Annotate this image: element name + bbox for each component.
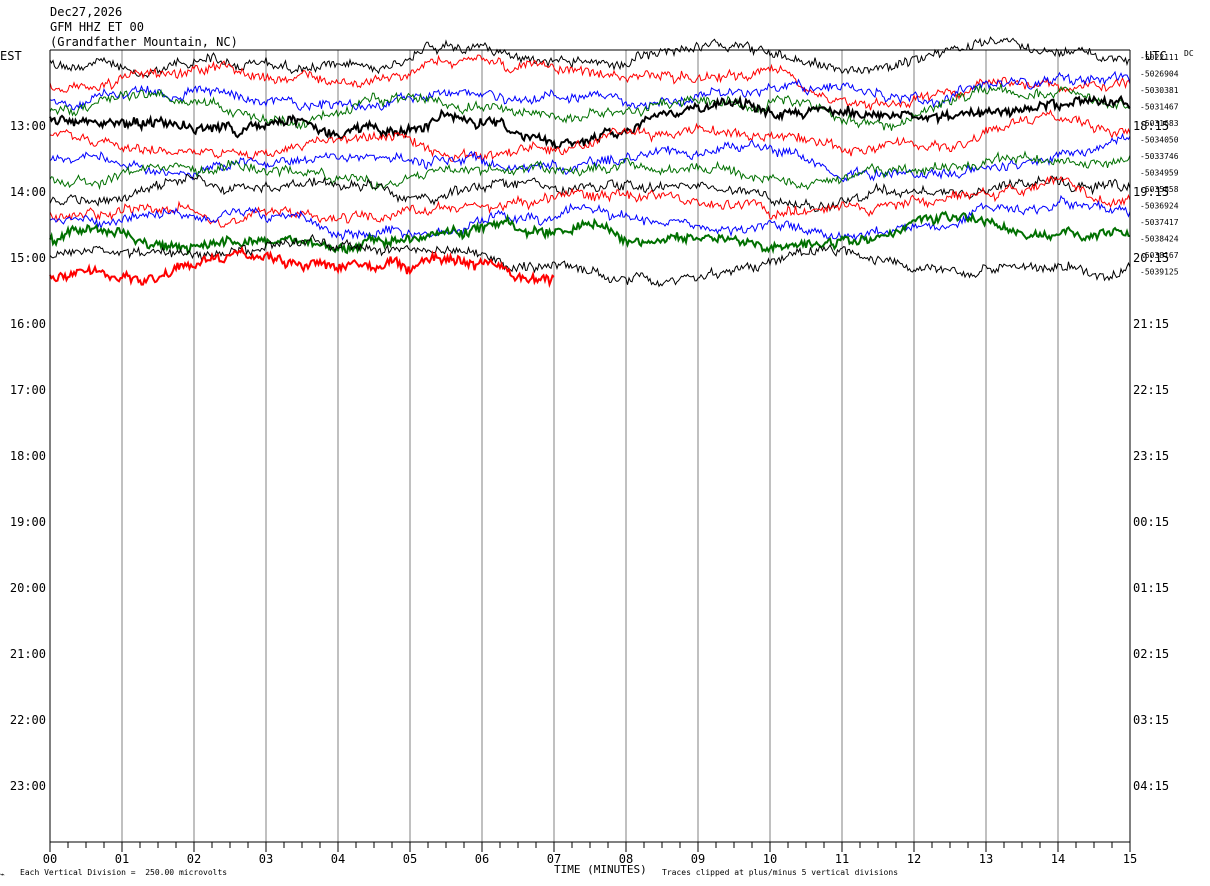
x-tick-label: 13 <box>979 852 993 866</box>
est-hour-label: 13:00 <box>10 119 46 133</box>
seismic-trace-red <box>49 54 1131 111</box>
dc-offset-label: -5035858 <box>1140 185 1179 194</box>
utc-hour-label: 02:15 <box>1133 647 1169 661</box>
utc-hour-label: 19:15 <box>1133 185 1169 199</box>
dc-offset-label: -5022111 <box>1140 53 1179 62</box>
est-hour-label: 20:00 <box>10 581 46 595</box>
x-tick-label: 08 <box>619 852 633 866</box>
dc-offset-label: -5033746 <box>1140 152 1179 161</box>
est-hour-label: 22:00 <box>10 713 46 727</box>
utc-hour-label: 21:15 <box>1133 317 1169 331</box>
seismic-trace-green <box>49 210 1131 256</box>
seismic-trace-black <box>49 173 1131 213</box>
x-tick-label: 04 <box>331 852 345 866</box>
dc-offset-label: -5030381 <box>1140 86 1179 95</box>
est-hour-label: 15:00 <box>10 251 46 265</box>
est-hour-label: 18:00 <box>10 449 46 463</box>
plot-axes <box>49 49 1131 852</box>
utc-axis-label: UTC <box>1145 49 1167 63</box>
dc-offset-label: -5031683 <box>1140 119 1179 128</box>
est-axis-label: EST <box>0 49 22 63</box>
est-hour-label: 17:00 <box>10 383 46 397</box>
est-hour-label: 19:00 <box>10 515 46 529</box>
seismic-trace-green <box>49 150 1131 192</box>
seismic-trace-blue <box>49 194 1131 242</box>
location-label: (Grandfather Mountain, NC) <box>50 35 238 49</box>
utc-hour-label: 00:15 <box>1133 515 1169 529</box>
dc-offset-label: -5036924 <box>1140 202 1179 211</box>
x-tick-label: 07 <box>547 852 561 866</box>
seismic-trace-red <box>49 175 1131 228</box>
dc-offset-label: -5034959 <box>1140 169 1179 178</box>
scale-icon: ⌁ <box>0 870 5 879</box>
x-tick-label: 05 <box>403 852 417 866</box>
date-label: Dec27,2026 <box>50 5 123 19</box>
x-tick-label: 14 <box>1051 852 1065 866</box>
utc-hour-label: 18:15 <box>1133 119 1169 133</box>
seismic-trace-blue <box>49 132 1131 183</box>
x-tick-label: 00 <box>43 852 57 866</box>
est-hour-label: 14:00 <box>10 185 46 199</box>
seismic-trace-black <box>49 233 1131 288</box>
utc-hour-label: 23:15 <box>1133 449 1169 463</box>
utc-hour-label: 04:15 <box>1133 779 1169 793</box>
dc-offset-label: -5038424 <box>1140 235 1179 244</box>
x-tick-label: 01 <box>115 852 129 866</box>
plot-grid <box>121 50 1059 842</box>
est-hour-label: 16:00 <box>10 317 46 331</box>
utc-hour-label: 20:15 <box>1133 251 1169 265</box>
clip-note: Traces clipped at plus/minus 5 vertical … <box>662 868 899 877</box>
seismic-trace-blue <box>49 70 1131 112</box>
x-tick-label: 11 <box>835 852 849 866</box>
dc-label: DC <box>1184 49 1194 58</box>
x-tick-label: 09 <box>691 852 705 866</box>
seismic-traces <box>49 36 1131 289</box>
x-tick-label: 15 <box>1123 852 1137 866</box>
x-tick-label: 10 <box>763 852 777 866</box>
station-label: GFM HHZ ET 00 <box>50 20 144 34</box>
axis-labels: 00 01 02 03 04 05 06 07 08 09 10 11 12 13 14 15 13:00 18:… <box>10 53 1179 866</box>
utc-hour-label: 01:15 <box>1133 581 1169 595</box>
seismic-trace-green <box>49 83 1131 131</box>
x-tick-label: 03 <box>259 852 273 866</box>
x-tick-label: 02 <box>187 852 201 866</box>
x-tick-label: 12 <box>907 852 921 866</box>
vertical-division-note: Each Vertical Division = 250.00 microvol… <box>20 868 228 877</box>
x-tick-label: 06 <box>475 852 489 866</box>
dc-offset-label: -5039125 <box>1140 268 1179 277</box>
est-hour-label: 21:00 <box>10 647 46 661</box>
utc-hour-label: 03:15 <box>1133 713 1169 727</box>
utc-hour-label: 22:15 <box>1133 383 1169 397</box>
dc-offset-label: -5038167 <box>1140 251 1179 260</box>
est-hour-label: 23:00 <box>10 779 46 793</box>
dc-offset-label: -5037417 <box>1140 218 1179 227</box>
seismic-trace-red <box>49 109 1131 162</box>
x-axis-title: TIME (MINUTES) <box>554 863 647 876</box>
seismic-trace-red <box>49 245 555 289</box>
dc-offset-label: -5031467 <box>1140 103 1179 112</box>
dc-offset-label: -5034050 <box>1140 136 1179 145</box>
dc-offset-label: -5026904 <box>1140 70 1179 79</box>
